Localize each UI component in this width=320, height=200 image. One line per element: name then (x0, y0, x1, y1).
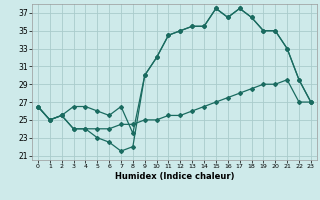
X-axis label: Humidex (Indice chaleur): Humidex (Indice chaleur) (115, 172, 234, 181)
